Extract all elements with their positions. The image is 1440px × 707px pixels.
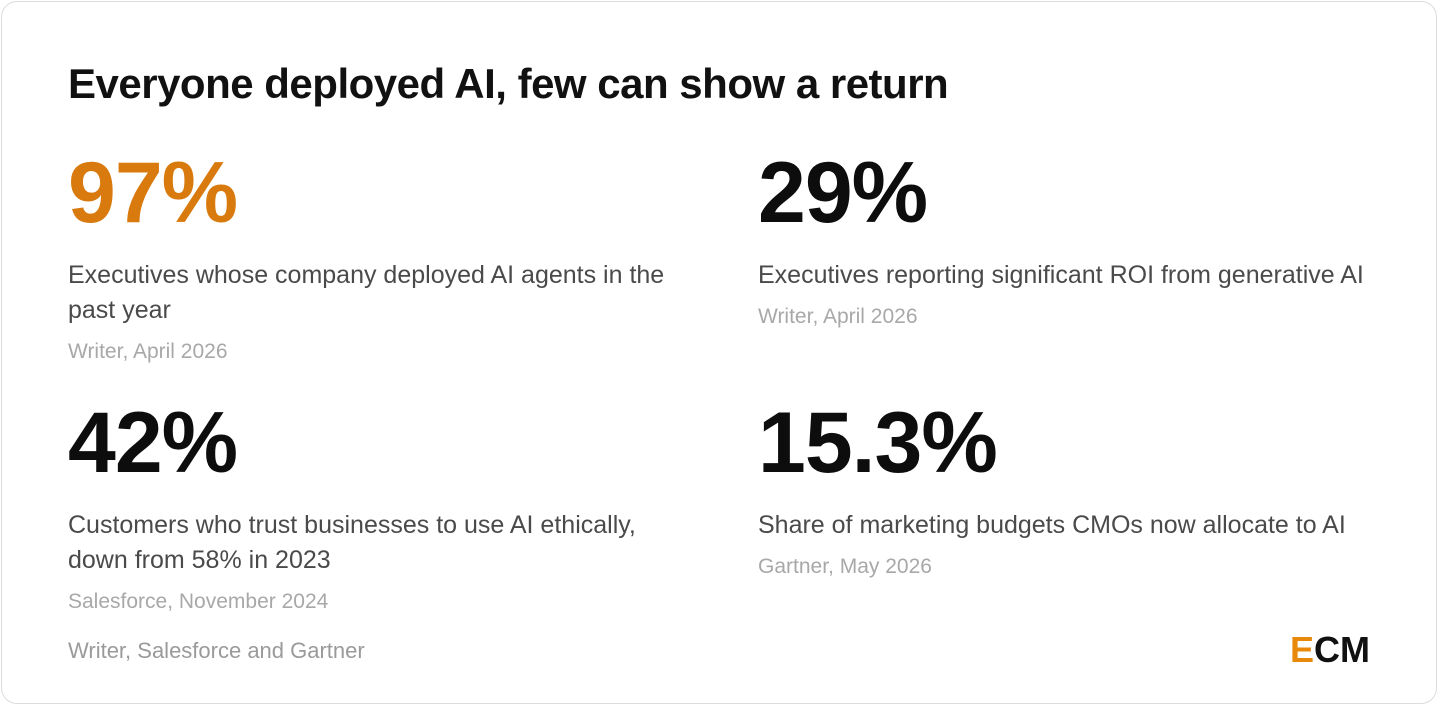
- stat-value: 15.3%: [758, 395, 998, 491]
- ecm-logo: ECM: [1290, 632, 1370, 668]
- stat-value: 42%: [68, 395, 238, 491]
- stat-block-deployed-agents: 97% Executives whose company deployed AI…: [68, 142, 698, 366]
- stat-source: Writer, April 2026: [68, 340, 228, 363]
- page-title: Everyone deployed AI, few can show a ret…: [68, 60, 949, 107]
- stat-source: Writer, April 2026: [758, 305, 918, 328]
- stat-description: Executives reporting significant ROI fro…: [758, 261, 1364, 289]
- stat-block-marketing-budget: 15.3% Share of marketing budgets CMOs no…: [758, 392, 1388, 581]
- stat-block-significant-roi: 29% Executives reporting significant ROI…: [758, 142, 1388, 331]
- stat-description: Share of marketing budgets CMOs now allo…: [758, 511, 1346, 539]
- stat-description: Customers who trust businesses to use AI…: [68, 511, 636, 574]
- stat-block-customer-trust: 42% Customers who trust businesses to us…: [68, 392, 698, 616]
- stat-source: Gartner, May 2026: [758, 555, 932, 578]
- logo-accent-letter: E: [1290, 629, 1315, 670]
- stat-value: 29%: [758, 145, 928, 241]
- stat-description: Executives whose company deployed AI age…: [68, 261, 665, 324]
- footer-sources: Writer, Salesforce and Gartner: [68, 638, 365, 663]
- stat-value: 97%: [68, 145, 238, 241]
- logo-text: CM: [1314, 629, 1371, 670]
- stat-source: Salesforce, November 2024: [68, 590, 329, 613]
